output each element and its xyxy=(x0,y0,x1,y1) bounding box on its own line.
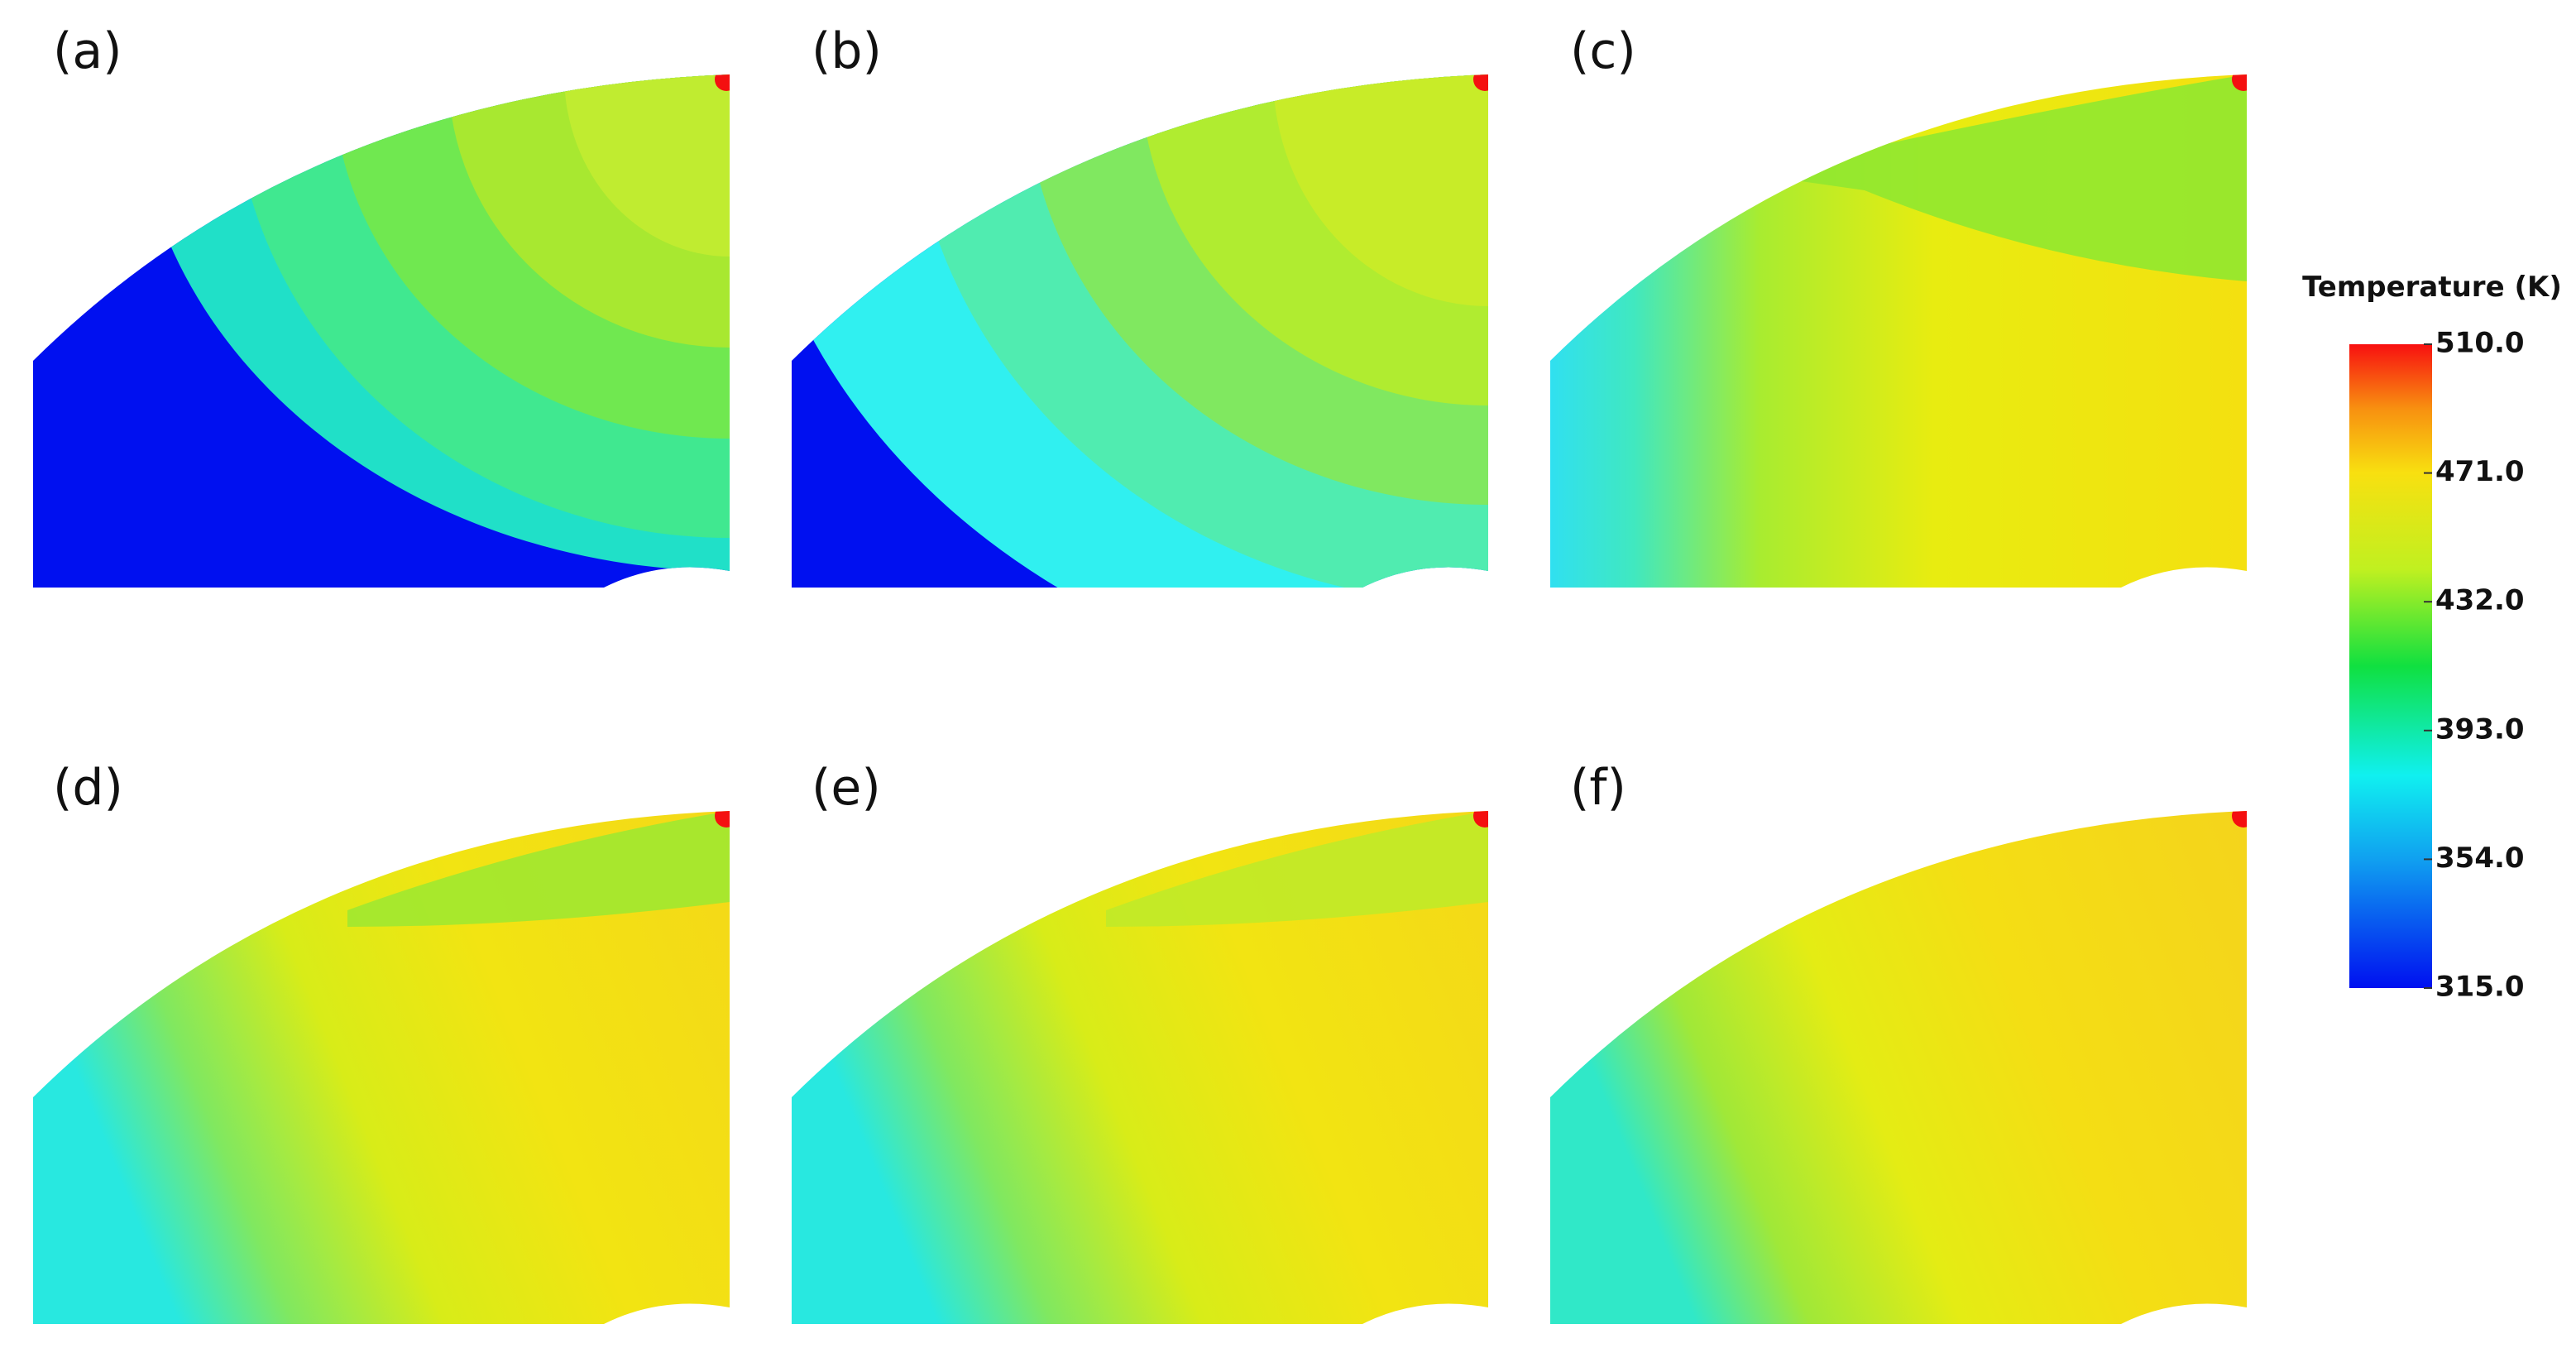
tick-label: 315.0 xyxy=(2435,971,2525,1004)
field xyxy=(1550,811,2247,1324)
panel xyxy=(33,74,730,588)
tick-label: 354.0 xyxy=(2435,842,2525,875)
panel-label: (e) xyxy=(812,759,881,817)
panel xyxy=(792,811,1488,1324)
field xyxy=(1550,74,2247,588)
hot-spot xyxy=(2232,811,2247,828)
field xyxy=(792,811,1488,1324)
field-band xyxy=(1749,74,2247,281)
hot-spot xyxy=(715,811,730,828)
tick-label: 432.0 xyxy=(2435,584,2525,617)
hot-spot xyxy=(1473,811,1488,828)
field-band xyxy=(1106,811,1488,927)
hot-spot xyxy=(715,74,730,91)
panel-label: (b) xyxy=(812,22,882,80)
panel-label: (f) xyxy=(1570,759,1626,817)
field-base xyxy=(1550,811,2247,1324)
panel-label: (a) xyxy=(53,22,122,80)
hot-spot xyxy=(2232,74,2247,91)
panel xyxy=(33,811,730,1324)
tick-label: 393.0 xyxy=(2435,712,2525,746)
panel xyxy=(1550,74,2247,588)
field-band xyxy=(347,811,730,927)
field-band xyxy=(1273,74,1488,306)
panel-label: (c) xyxy=(1570,22,1636,80)
field xyxy=(33,74,730,588)
field-band xyxy=(1141,74,1488,405)
field xyxy=(33,811,730,1324)
hot-spot xyxy=(1473,74,1488,91)
tick-label: 510.0 xyxy=(2435,327,2525,360)
panel xyxy=(1550,811,2247,1324)
field-band xyxy=(448,74,730,348)
field-band xyxy=(564,74,730,257)
colorbar xyxy=(2349,344,2432,988)
panel-label: (d) xyxy=(53,759,123,817)
tick-label: 471.0 xyxy=(2435,455,2525,488)
colorbar-title: Temperature (K) xyxy=(2302,271,2562,304)
